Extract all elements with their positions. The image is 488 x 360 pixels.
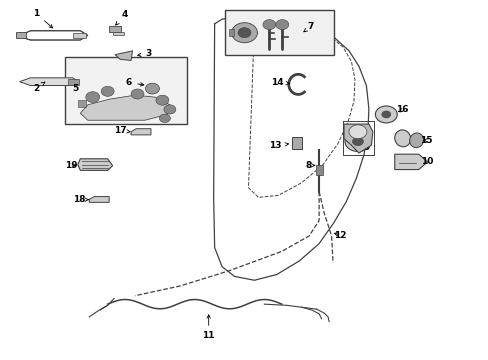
Text: 13: 13 (268, 141, 288, 150)
Polygon shape (112, 32, 124, 35)
Polygon shape (68, 78, 79, 85)
Circle shape (131, 89, 143, 99)
Polygon shape (18, 31, 87, 40)
Polygon shape (78, 159, 112, 170)
Text: 15: 15 (420, 136, 432, 145)
Circle shape (156, 95, 168, 105)
Text: 18: 18 (73, 195, 88, 204)
Text: 8: 8 (305, 161, 314, 170)
Text: 1: 1 (33, 9, 53, 28)
Polygon shape (16, 32, 25, 39)
Polygon shape (89, 197, 109, 202)
Text: 16: 16 (396, 105, 408, 114)
Polygon shape (344, 124, 372, 153)
Polygon shape (73, 33, 86, 38)
Circle shape (159, 114, 170, 122)
Circle shape (352, 137, 363, 146)
Text: 12: 12 (333, 231, 346, 240)
Bar (224, 10, 333, 55)
Polygon shape (20, 78, 78, 86)
Circle shape (375, 106, 396, 123)
Polygon shape (80, 95, 169, 120)
Text: 7: 7 (303, 22, 313, 32)
Circle shape (163, 105, 176, 114)
Text: 3: 3 (138, 49, 152, 58)
Ellipse shape (409, 133, 423, 148)
Circle shape (85, 92, 100, 103)
Bar (315, 165, 322, 175)
Polygon shape (131, 129, 151, 135)
Circle shape (101, 86, 114, 96)
Text: 17: 17 (114, 126, 130, 135)
Text: 6: 6 (126, 78, 143, 87)
Text: 11: 11 (202, 315, 215, 340)
Text: 9: 9 (363, 143, 369, 152)
Polygon shape (78, 100, 86, 107)
Text: 2: 2 (33, 82, 45, 93)
Circle shape (238, 28, 250, 38)
Polygon shape (394, 154, 427, 170)
Ellipse shape (394, 130, 410, 147)
Circle shape (263, 19, 275, 30)
Text: 5: 5 (72, 84, 78, 93)
Text: 10: 10 (421, 157, 433, 166)
Circle shape (345, 131, 370, 152)
Text: 19: 19 (65, 161, 78, 170)
Bar (65, 57, 187, 124)
Text: 4: 4 (116, 10, 127, 25)
Circle shape (381, 111, 390, 118)
Polygon shape (228, 29, 233, 36)
Polygon shape (115, 51, 132, 60)
Circle shape (231, 23, 257, 43)
Text: 14: 14 (271, 78, 289, 87)
Circle shape (348, 125, 366, 139)
Bar (292, 137, 302, 149)
Polygon shape (109, 26, 121, 32)
Circle shape (275, 19, 288, 30)
Circle shape (145, 83, 159, 94)
